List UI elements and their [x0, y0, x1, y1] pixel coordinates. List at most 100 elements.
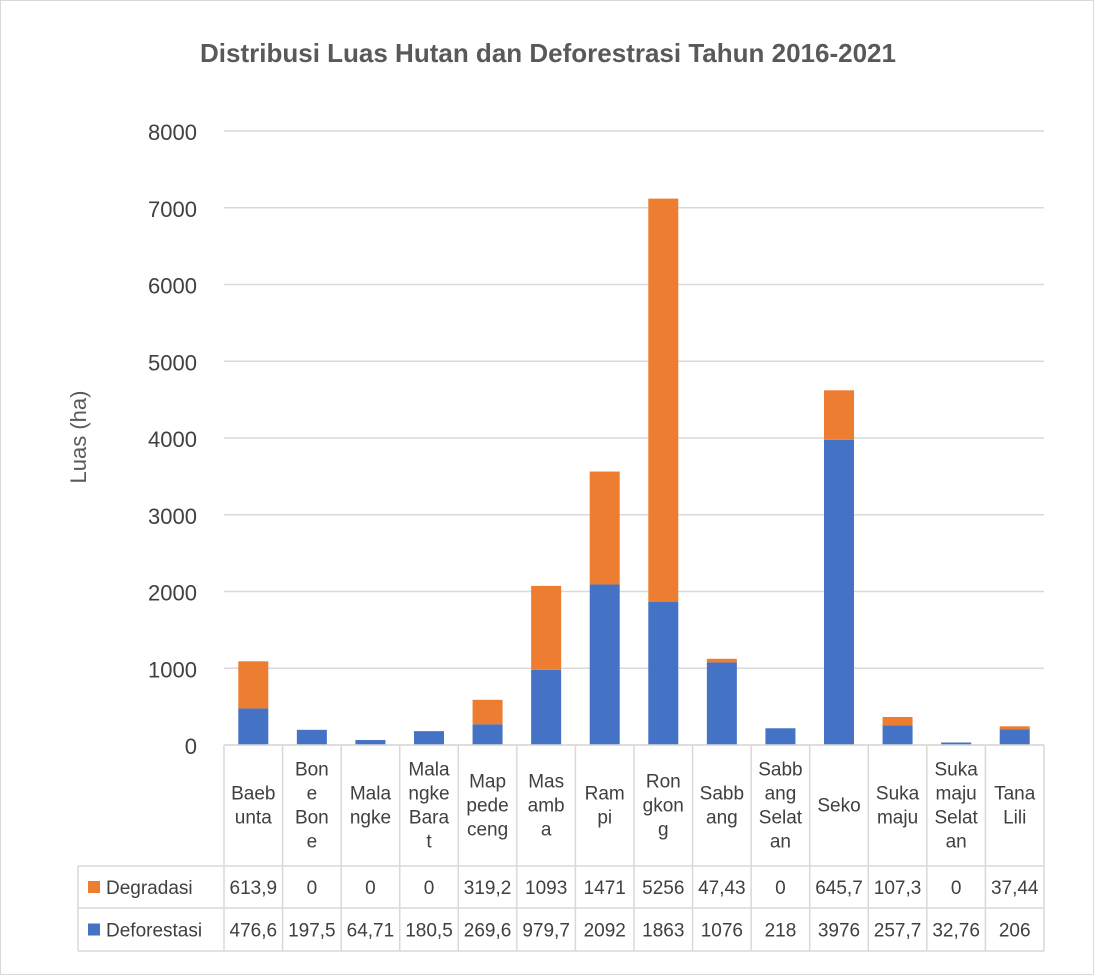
data-table-value: 1093	[525, 878, 567, 899]
legend-degradasi-label: Degradasi	[106, 878, 193, 899]
data-table-value: 47,43	[698, 878, 746, 899]
category-label: Sabb	[758, 760, 802, 781]
category-label: ang	[706, 808, 738, 829]
bar-deforestasi	[882, 725, 913, 745]
legend-deforestasi-key	[88, 923, 100, 936]
y-tick-label: 0	[185, 734, 197, 759]
category-label: pi	[597, 808, 612, 829]
category-label: an	[946, 832, 967, 853]
y-tick-label: 7000	[148, 197, 197, 222]
category-label: Baeb	[231, 784, 275, 805]
legend-degradasi-key	[88, 881, 100, 893]
category-label: ngke	[408, 784, 449, 805]
bar-degradasi	[531, 585, 562, 670]
category-label: Sabb	[700, 784, 744, 805]
category-label: pede	[466, 796, 508, 817]
data-table-value: 0	[775, 878, 786, 899]
category-label: ang	[765, 784, 797, 805]
category-label: t	[426, 832, 432, 853]
data-table-value: 257,7	[874, 921, 922, 942]
chart-title: Distribusi Luas Hutan dan Deforestrasi T…	[200, 38, 896, 68]
category-label: Selat	[759, 808, 803, 829]
data-table-value: 218	[765, 921, 797, 942]
data-table-value: 0	[424, 878, 435, 899]
data-table-value: 197,5	[288, 921, 336, 942]
bar-degradasi	[999, 726, 1030, 730]
category-label: Mas	[528, 772, 564, 793]
data-table-value: 0	[365, 878, 376, 899]
bar-degradasi	[238, 661, 269, 709]
data-table-value: 1076	[701, 921, 743, 942]
bar-deforestasi	[472, 724, 503, 745]
data-table-value: 979,7	[522, 921, 570, 942]
data-table-value: 5256	[642, 878, 684, 899]
bar-deforestasi	[706, 662, 737, 745]
y-tick-label: 3000	[148, 504, 197, 529]
category-label: amb	[528, 796, 565, 817]
data-table-value: 37,44	[991, 878, 1039, 899]
y-tick-label: 2000	[148, 581, 197, 606]
category-label: Suka	[876, 784, 920, 805]
bar-degradasi	[472, 699, 503, 725]
category-label: Suka	[934, 760, 978, 781]
data-table-value: 64,71	[347, 921, 395, 942]
category-label: Mala	[350, 784, 392, 805]
bar-degradasi	[882, 716, 913, 726]
bar-deforestasi	[238, 708, 269, 745]
data-table-value: 1471	[584, 878, 626, 899]
bar-deforestasi	[941, 742, 972, 745]
y-tick-label: 5000	[148, 350, 197, 375]
bar-deforestasi	[414, 731, 444, 745]
category-label: Lili	[1003, 808, 1026, 829]
category-label: Tana	[994, 784, 1036, 805]
data-table-value: 476,6	[230, 921, 278, 942]
bar-degradasi	[824, 390, 854, 440]
bar-degradasi	[648, 198, 679, 603]
bar-deforestasi	[355, 740, 386, 745]
data-table-value: 613,9	[230, 878, 278, 899]
category-label: gkon	[643, 796, 684, 817]
y-tick-label: 8000	[148, 120, 197, 145]
category-label: unta	[235, 808, 272, 829]
category-label: Selat	[934, 808, 978, 829]
category-label: Bon	[295, 760, 329, 781]
data-table-value: 269,6	[464, 921, 512, 942]
bar-deforestasi	[589, 584, 620, 745]
bar-degradasi	[706, 658, 737, 663]
bar-degradasi	[589, 471, 620, 585]
bar-deforestasi	[765, 728, 796, 745]
category-label: e	[307, 832, 318, 853]
data-table-value: 3976	[818, 921, 860, 942]
data-table-value: 645,7	[815, 878, 863, 899]
category-label: Bon	[295, 808, 329, 829]
bar-deforestasi	[824, 439, 854, 745]
category-label: Ram	[585, 784, 625, 805]
category-label: an	[770, 832, 791, 853]
category-label: e	[307, 784, 318, 805]
data-table-value: 319,2	[464, 878, 512, 899]
category-label: Seko	[817, 796, 860, 817]
category-label: a	[541, 820, 552, 841]
data-table-value: 32,76	[932, 921, 980, 942]
data-table-value: 0	[307, 878, 318, 899]
category-label: g	[658, 820, 669, 841]
bar-deforestasi	[296, 729, 327, 745]
legend-deforestasi-label: Deforestasi	[106, 921, 202, 942]
category-label: ngke	[350, 808, 391, 829]
y-tick-label: 6000	[148, 274, 197, 299]
category-label: Map	[469, 772, 506, 793]
data-table-value: 180,5	[405, 921, 453, 942]
category-label: Bara	[409, 808, 450, 829]
data-table-value: 206	[999, 921, 1031, 942]
data-table-value: 107,3	[874, 878, 922, 899]
category-label: Ron	[646, 772, 681, 793]
bar-deforestasi	[531, 669, 562, 745]
category-label: ceng	[467, 820, 508, 841]
bar-deforestasi	[648, 602, 679, 745]
category-label: maju	[936, 784, 977, 805]
category-label: Mala	[408, 760, 450, 781]
data-table-value: 0	[951, 878, 962, 899]
data-table-value: 1863	[642, 921, 684, 942]
